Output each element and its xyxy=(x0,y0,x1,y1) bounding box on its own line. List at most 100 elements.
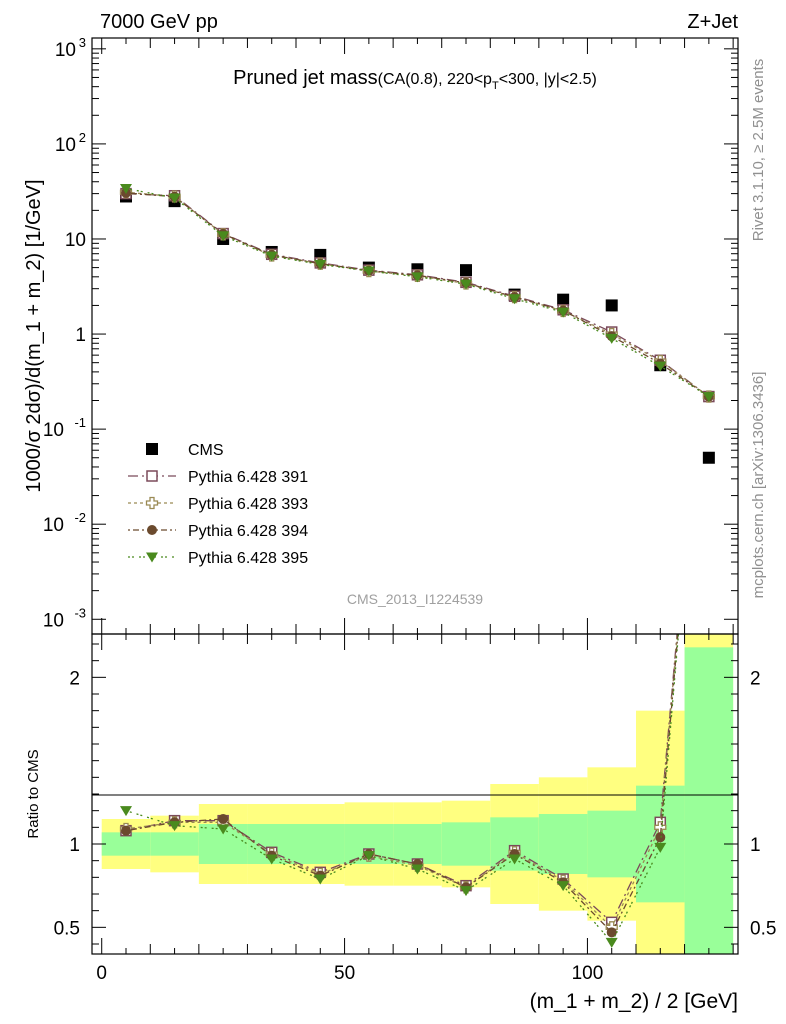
band-inner xyxy=(441,822,491,866)
ratio-point xyxy=(314,874,327,885)
data-point xyxy=(605,333,618,344)
series-line xyxy=(125,192,710,398)
rivet-label: Rivet 3.1.10, ≥ 2.5M events xyxy=(750,59,767,242)
ratio-point xyxy=(168,821,181,832)
x-axis-label: (m_1 + m_2) / 2 [GeV] xyxy=(530,990,738,1013)
data-point xyxy=(460,264,472,277)
series-pythia-6-428-394 xyxy=(121,187,714,402)
legend-marker xyxy=(146,443,158,455)
legend-label: Pythia 6.428 391 xyxy=(188,469,308,486)
main-y-tick-label: 10 xyxy=(43,420,64,441)
legend-marker xyxy=(146,552,158,563)
x-tick-label: 50 xyxy=(334,963,355,984)
band-inner xyxy=(587,810,636,878)
legend-item-pythia-6-428-394: Pythia 6.428 394 xyxy=(128,523,308,540)
legend-item-cms: CMS xyxy=(146,442,224,459)
header-left: 7000 GeV pp xyxy=(100,11,218,33)
legend-marker xyxy=(147,525,157,535)
legend-label: Pythia 6.428 394 xyxy=(188,523,308,540)
data-point xyxy=(120,183,132,194)
legend-item-pythia-6-428-395: Pythia 6.428 395 xyxy=(128,550,308,567)
main-y-axis-label: 1000/σ 2dσ)/d(m_1 + m_2) [1/GeV] xyxy=(23,179,45,492)
ratio-point xyxy=(606,927,617,938)
main-y-tick-exponent: -1 xyxy=(74,415,86,430)
ratio-y-tick-label-left: 0.5 xyxy=(54,918,80,939)
data-point xyxy=(702,451,715,464)
band-inner xyxy=(393,824,442,864)
ratio-uncertainty-bands xyxy=(101,634,734,954)
series-line xyxy=(125,187,710,398)
data-point xyxy=(702,392,715,403)
ratio-point xyxy=(411,864,424,875)
x-tick-label: 0 xyxy=(96,963,107,984)
main-y-tick-exponent: -2 xyxy=(74,510,86,525)
main-y-tick-label: 10 xyxy=(65,230,86,251)
legend-marker xyxy=(146,470,158,482)
analysis-watermark: CMS_2013_I1224539 xyxy=(347,591,483,607)
ratio-y-tick-label-right: 1 xyxy=(750,835,761,856)
ratio-y-tick-label-left: 2 xyxy=(69,668,80,689)
ratio-point xyxy=(217,824,230,835)
ratio-point xyxy=(265,854,278,865)
series-line xyxy=(125,192,710,398)
series-pythia-6-428-395 xyxy=(120,183,715,403)
series-pythia-6-428-393 xyxy=(119,186,716,403)
band-inner xyxy=(101,832,151,856)
ratio-point xyxy=(120,806,132,817)
ratio-point xyxy=(654,842,667,853)
ratio-y-axis-label: Ratio to CMS xyxy=(25,749,42,838)
band-inner xyxy=(296,824,345,864)
ratio-point xyxy=(605,937,618,948)
data-point xyxy=(460,279,472,290)
main-y-tick-label: 10 xyxy=(43,610,64,631)
header-right: Z+Jet xyxy=(687,11,738,33)
ratio-point xyxy=(362,851,375,862)
main-y-tick-label: 1 xyxy=(75,325,86,346)
main-y-tick-exponent: 2 xyxy=(79,130,86,145)
legend-item-pythia-6-428-391: Pythia 6.428 391 xyxy=(128,469,308,486)
main-y-tick-label: 10 xyxy=(55,40,76,61)
ratio-point xyxy=(460,886,472,897)
data-point xyxy=(265,251,278,262)
ratio-point xyxy=(655,832,666,843)
data-point xyxy=(508,294,521,305)
main-y-tick-label: 10 xyxy=(43,515,64,536)
ratio-y-tick-label-right: 0.5 xyxy=(750,918,776,939)
ratio-point xyxy=(121,825,131,836)
band-inner xyxy=(538,814,588,874)
legend-label: Pythia 6.428 393 xyxy=(188,496,308,513)
ratio-series-pythia-6-428-395 xyxy=(120,634,680,948)
legend-marker xyxy=(145,496,159,510)
data-point xyxy=(654,361,667,372)
main-panel-frame xyxy=(91,37,739,635)
legend-label: CMS xyxy=(188,442,224,459)
plot-title: Pruned jet mass(CA(0.8), 220<pT<300, |y|… xyxy=(233,67,597,92)
data-point xyxy=(217,231,230,242)
series-cms xyxy=(120,190,715,464)
data-point xyxy=(362,266,375,277)
data-point xyxy=(168,193,181,204)
legend: CMS Pythia 6.428 391 Pythia 6.428 393 Pythi… xyxy=(128,442,308,567)
data-point xyxy=(557,307,570,318)
mcplots-label: mcplots.cern.ch [arXiv:1306.3436] xyxy=(750,372,767,599)
series-line xyxy=(125,191,710,398)
band-inner xyxy=(684,647,734,954)
main-y-tick-exponent: 3 xyxy=(79,35,86,50)
data-point xyxy=(314,259,327,270)
ratio-axis-ticks: 0.5 0.5 1 1 2 2 0 50 100 xyxy=(54,634,776,984)
legend-label: Pythia 6.428 395 xyxy=(188,550,308,567)
band-inner xyxy=(150,832,199,856)
ratio-y-tick-label-left: 1 xyxy=(69,835,80,856)
main-y-tick-label: 10 xyxy=(55,135,76,156)
series-pythia-6-428-391 xyxy=(120,187,715,403)
data-point xyxy=(605,299,618,312)
legend-item-pythia-6-428-393: Pythia 6.428 393 xyxy=(128,496,308,513)
main-panel-series xyxy=(119,183,716,464)
ratio-panel-frame xyxy=(91,633,739,955)
ratio-panel-series xyxy=(119,634,680,948)
ratio-point xyxy=(508,854,521,865)
main-y-tick-exponent: -3 xyxy=(74,605,86,620)
x-tick-label: 100 xyxy=(572,963,604,984)
